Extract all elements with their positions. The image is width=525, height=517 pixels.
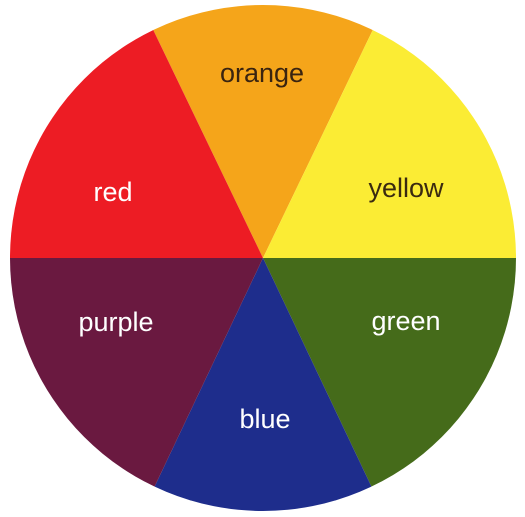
label-orange: orange bbox=[220, 58, 304, 88]
label-blue: blue bbox=[239, 404, 290, 434]
segment-blue bbox=[134, 258, 392, 511]
label-purple: purple bbox=[78, 307, 153, 337]
segment-orange bbox=[134, 5, 392, 258]
label-red: red bbox=[93, 177, 132, 207]
label-green: green bbox=[371, 306, 440, 336]
label-yellow: yellow bbox=[368, 173, 444, 203]
